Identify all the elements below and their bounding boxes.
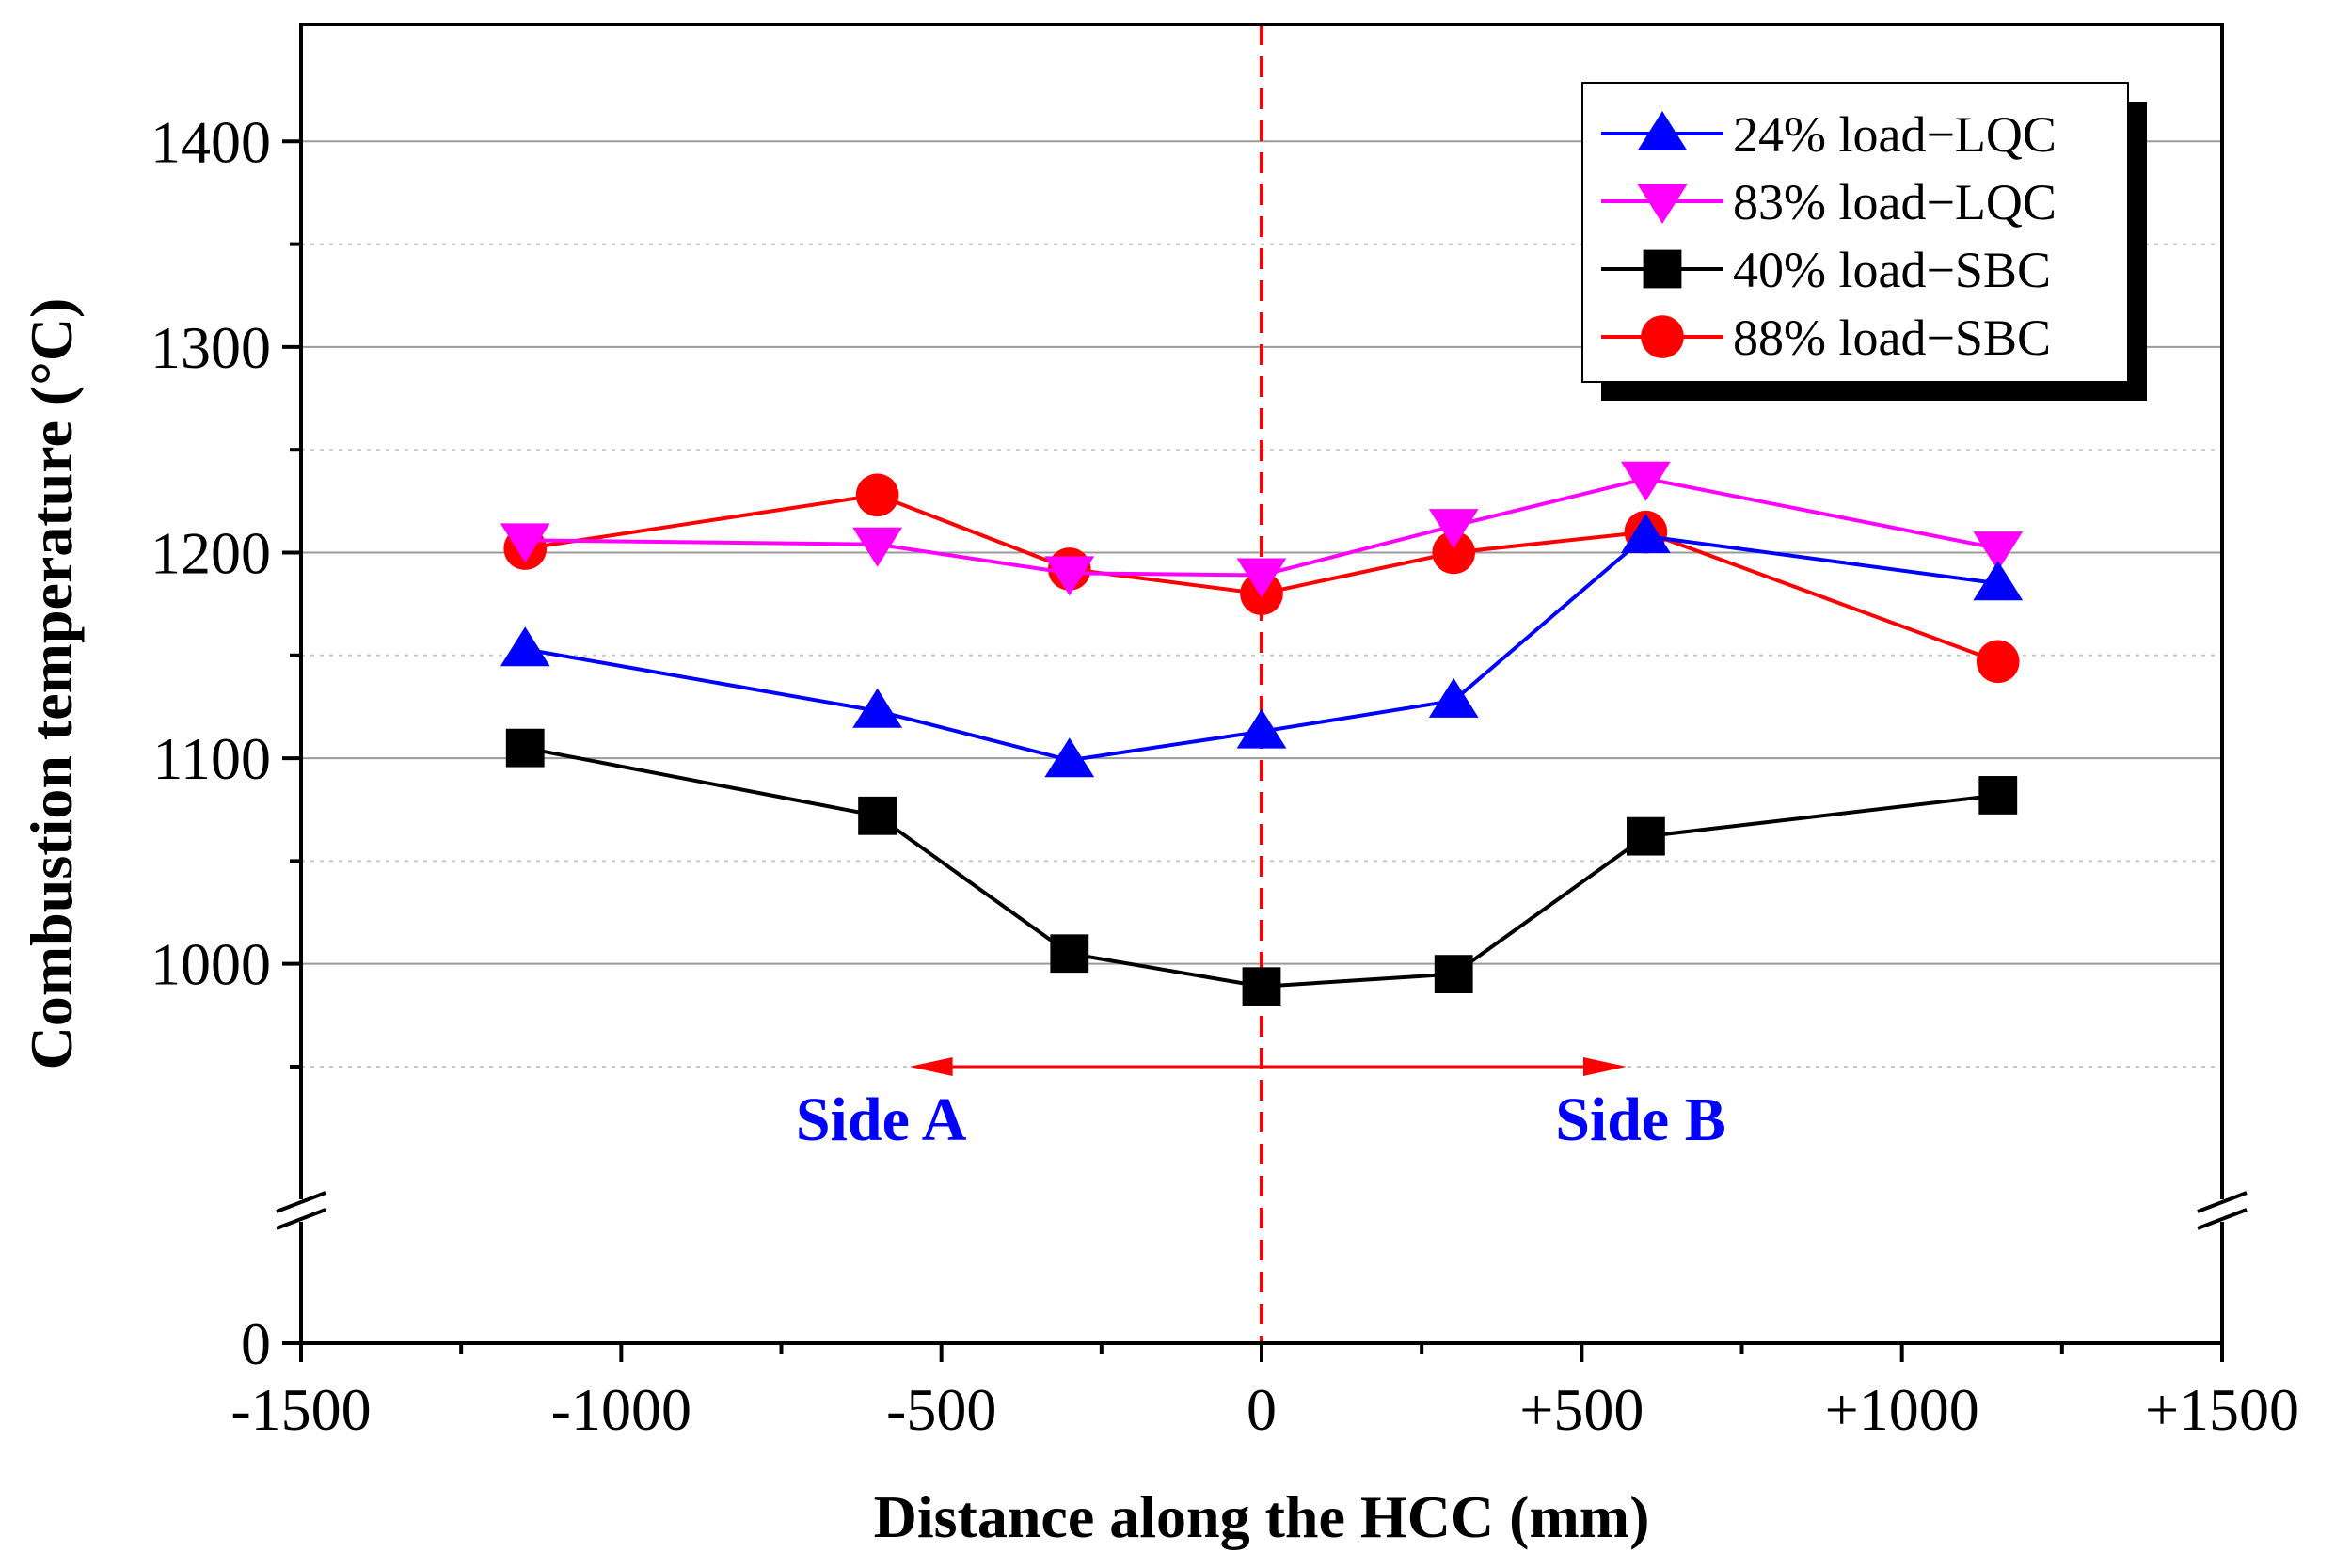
data-point — [500, 626, 550, 667]
y-axis-break — [276, 1191, 2248, 1230]
axis-break-mark — [276, 1191, 326, 1213]
series-24-load-lqc — [500, 514, 2024, 778]
y-tick-label: 1100 — [152, 725, 271, 792]
side-arrow-head-right — [1582, 1056, 1627, 1076]
data-point — [1973, 561, 2024, 601]
legend-marker — [1643, 249, 1682, 289]
data-point — [1627, 816, 1665, 856]
x-tick-label: 0 — [1247, 1376, 1277, 1443]
side-b-label: Side B — [1555, 1085, 1726, 1154]
side-a-label: Side A — [796, 1085, 967, 1154]
axis-break-mark — [2197, 1191, 2248, 1213]
data-point — [855, 473, 899, 517]
legend-item: 24% load−LQC — [1601, 106, 2057, 163]
side-arrow-head-left — [909, 1056, 953, 1076]
data-point — [1434, 955, 1473, 994]
y-tick-label: 1400 — [151, 108, 271, 175]
legend-label: 88% load−SBC — [1733, 309, 2051, 366]
series-layer — [500, 461, 2024, 1006]
data-point — [1428, 509, 1479, 549]
legend: 24% load−LQC 83% load−LQC 40% load−SBC 88% … — [1581, 82, 2147, 401]
data-point — [852, 688, 902, 728]
data-point — [500, 523, 550, 563]
data-point — [1976, 640, 2020, 684]
legend-label: 83% load−LQC — [1733, 174, 2057, 230]
axis-ticks: -1500 -1000 -500 0 +500 +1000 +1500 0 1000 1100 12… — [151, 108, 2299, 1443]
axis-break-mark — [2197, 1208, 2248, 1230]
legend-item: 40% load−SBC — [1601, 242, 2051, 298]
legend-marker — [1641, 315, 1684, 358]
data-point — [1432, 531, 1475, 575]
legend-marker — [1637, 111, 1688, 150]
legend-label: 40% load−SBC — [1733, 242, 2051, 298]
data-point — [1621, 461, 1671, 501]
data-point — [1236, 708, 1287, 749]
series-40-load-sbc — [505, 728, 2018, 1006]
x-tick-label: -1000 — [551, 1376, 691, 1443]
y-tick-label: 1300 — [151, 314, 271, 381]
data-point — [1428, 677, 1479, 718]
data-point — [852, 527, 902, 567]
x-axis-label: Distance along the HCC (mm) — [874, 1483, 1650, 1550]
x-tick-label: -1500 — [230, 1376, 371, 1443]
y-tick-label: 0 — [241, 1310, 271, 1377]
x-tick-label: -500 — [886, 1376, 996, 1443]
axis-break-mark — [276, 1208, 326, 1230]
y-tick-label: 1200 — [151, 519, 271, 586]
side-annotations: Side A Side B — [796, 1056, 1726, 1154]
data-point — [1242, 967, 1281, 1006]
data-point — [1236, 558, 1287, 598]
legend-items: 24% load−LQC 83% load−LQC 40% load−SBC 88% … — [1601, 106, 2057, 366]
data-point — [1044, 556, 1095, 596]
series-83-load-lqc — [500, 461, 2024, 598]
legend-item: 88% load−SBC — [1601, 309, 2051, 366]
legend-label: 24% load−LQC — [1733, 106, 2057, 163]
x-tick-label: +1500 — [2145, 1376, 2299, 1443]
data-point — [858, 796, 897, 835]
data-point — [1050, 934, 1089, 974]
data-point — [1978, 776, 2018, 815]
data-point — [1973, 531, 2024, 572]
legend-item: 83% load−LQC — [1601, 174, 2057, 230]
y-tick-label: 1000 — [151, 931, 271, 998]
x-tick-label: +500 — [1519, 1376, 1644, 1443]
legend-marker — [1637, 184, 1688, 224]
y-axis-label: Combustion temperature (°C) — [18, 298, 85, 1070]
data-point — [505, 728, 545, 768]
x-tick-label: +1000 — [1825, 1376, 1979, 1443]
data-point — [1044, 737, 1095, 778]
data-point — [1621, 514, 1671, 554]
